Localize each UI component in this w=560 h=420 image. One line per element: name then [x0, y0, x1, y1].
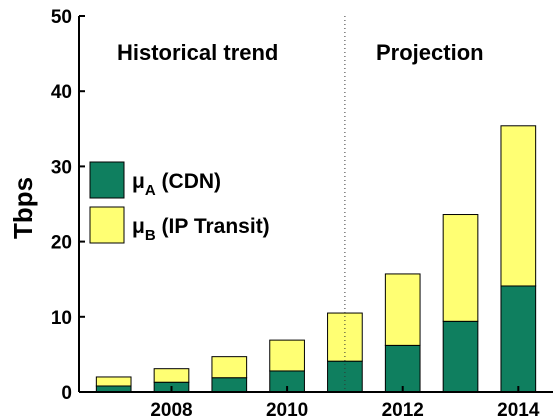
x-tick-label-2012: 2012 — [382, 400, 424, 420]
legend-swatch-ip-transit — [89, 206, 125, 244]
annotation-historical-trend: Historical trend — [117, 40, 278, 65]
x-tick-label-2014: 2014 — [497, 400, 540, 420]
legend-label-ip-transit: μB (IP Transit) — [132, 215, 270, 244]
x-tick-label-2010: 2010 — [266, 400, 308, 420]
x-tick-label-2008: 2008 — [150, 400, 192, 420]
bar-ip-transit-2011 — [327, 312, 363, 362]
bar-ip-transit-2013 — [442, 214, 479, 322]
legend: μA (CDN) μB (IP Transit) — [89, 161, 270, 244]
y-axis-label: Tbps — [8, 177, 38, 239]
y-tick-label-10: 10 — [51, 308, 72, 329]
y-tick-label-40: 40 — [51, 82, 72, 103]
annotation-projection: Projection — [376, 40, 484, 65]
bars-group — [95, 125, 537, 393]
y-tick-label-20: 20 — [51, 233, 72, 254]
bar-cdn-2013 — [442, 320, 479, 393]
bar-cdn-2012 — [384, 344, 421, 393]
bar-cdn-2009 — [211, 377, 248, 393]
bar-ip-transit-2012 — [384, 273, 421, 346]
bar-ip-transit-2014 — [500, 125, 537, 287]
bar-ip-transit-2009 — [211, 356, 248, 379]
bar-ip-transit-2010 — [269, 339, 305, 372]
y-tick-label-50: 50 — [51, 7, 72, 28]
y-tick-label-0: 0 — [61, 383, 72, 404]
bar-cdn-2014 — [500, 285, 537, 393]
y-tick-label-30: 30 — [51, 157, 72, 178]
axes-group: 0 10 20 30 40 50 2008 2010 2012 2014 — [51, 7, 553, 420]
legend-swatch-cdn — [89, 161, 125, 199]
legend-label-cdn: μA (CDN) — [132, 170, 221, 199]
bar-ip-transit-2007 — [95, 376, 132, 387]
bar-ip-transit-2008 — [153, 368, 190, 383]
